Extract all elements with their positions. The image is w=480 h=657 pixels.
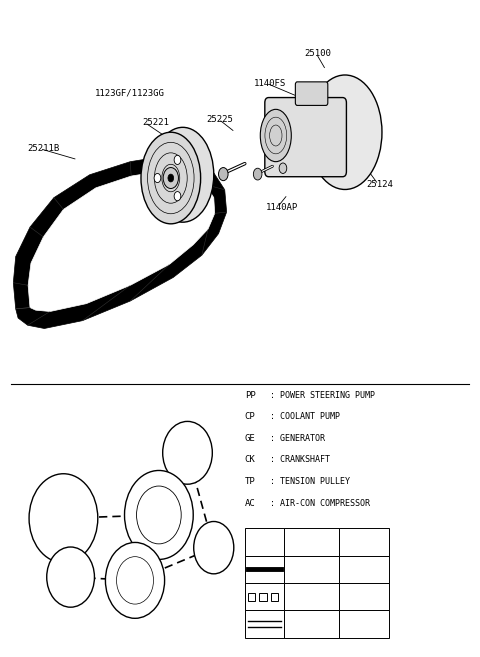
Bar <box>339 610 389 638</box>
Text: 25211B: 25211B <box>28 144 60 153</box>
Text: TP: TP <box>64 572 77 582</box>
Text: : AIR-CON COMPRESSOR: : AIR-CON COMPRESSOR <box>270 499 370 508</box>
Text: PP: PP <box>245 391 255 399</box>
Ellipse shape <box>106 543 165 618</box>
Text: : TENSION PULLEY: : TENSION PULLEY <box>270 477 349 486</box>
Bar <box>245 610 284 638</box>
Bar <box>245 583 284 610</box>
Bar <box>271 593 278 600</box>
Circle shape <box>168 174 174 182</box>
Text: 25100: 25100 <box>304 49 331 58</box>
Circle shape <box>154 173 161 183</box>
Bar <box>259 593 267 600</box>
Text: : CRANKSHAFT: : CRANKSHAFT <box>270 455 330 464</box>
Ellipse shape <box>29 474 98 562</box>
Circle shape <box>174 192 181 201</box>
Text: CK: CK <box>245 455 255 464</box>
Text: TP: TP <box>245 477 255 486</box>
Ellipse shape <box>47 547 95 607</box>
Ellipse shape <box>124 470 193 560</box>
Text: GROUP NC: GROUP NC <box>291 537 331 546</box>
Bar <box>339 583 389 610</box>
Bar <box>339 556 389 583</box>
Text: 56  571: 56 571 <box>292 592 330 601</box>
Text: CP: CP <box>245 412 255 421</box>
Ellipse shape <box>260 109 291 162</box>
Circle shape <box>279 163 287 173</box>
Text: : POWER STEERING PUMP: : POWER STEERING PUMP <box>270 391 374 399</box>
Ellipse shape <box>163 421 212 484</box>
Text: 57231: 57231 <box>350 592 377 601</box>
Text: 97-976-1: 97-976-1 <box>290 620 333 629</box>
Text: 1140AP: 1140AP <box>266 203 299 212</box>
Text: GE: GE <box>245 434 255 443</box>
Circle shape <box>163 168 179 189</box>
Text: : GENERATOR: : GENERATOR <box>270 434 324 443</box>
Ellipse shape <box>141 132 201 224</box>
Text: 97713A: 97713A <box>348 620 380 629</box>
Ellipse shape <box>152 127 214 222</box>
Ellipse shape <box>194 522 234 574</box>
Bar <box>284 610 339 638</box>
Circle shape <box>218 168 228 181</box>
Bar <box>284 556 339 583</box>
Polygon shape <box>13 157 227 328</box>
Bar <box>284 583 339 610</box>
Circle shape <box>174 155 181 164</box>
Bar <box>245 556 284 583</box>
FancyBboxPatch shape <box>265 97 347 177</box>
Bar <box>339 528 389 556</box>
Text: PP: PP <box>181 448 194 458</box>
Text: CK: CK <box>129 576 141 585</box>
Bar <box>245 528 284 556</box>
Circle shape <box>253 168 262 180</box>
Text: 25-251A: 25-251A <box>292 565 330 574</box>
Bar <box>284 528 339 556</box>
Text: AC: AC <box>57 513 70 523</box>
FancyBboxPatch shape <box>295 82 328 105</box>
Text: CP: CP <box>153 510 165 520</box>
Text: 1123GF/1123GG: 1123GF/1123GG <box>95 89 164 97</box>
Text: PNC: PNC <box>356 537 372 546</box>
Text: : COOLANT PUMP: : COOLANT PUMP <box>270 412 339 421</box>
Text: 25124: 25124 <box>366 180 393 189</box>
Text: 25221: 25221 <box>142 118 169 127</box>
Bar <box>248 593 255 600</box>
Polygon shape <box>28 171 215 311</box>
Text: 25211B: 25211B <box>348 565 380 574</box>
Ellipse shape <box>308 75 382 189</box>
Text: GE: GE <box>207 543 220 553</box>
Text: AC: AC <box>245 499 255 508</box>
Text: 25225: 25225 <box>206 115 233 124</box>
Text: 1140FS: 1140FS <box>254 79 287 87</box>
